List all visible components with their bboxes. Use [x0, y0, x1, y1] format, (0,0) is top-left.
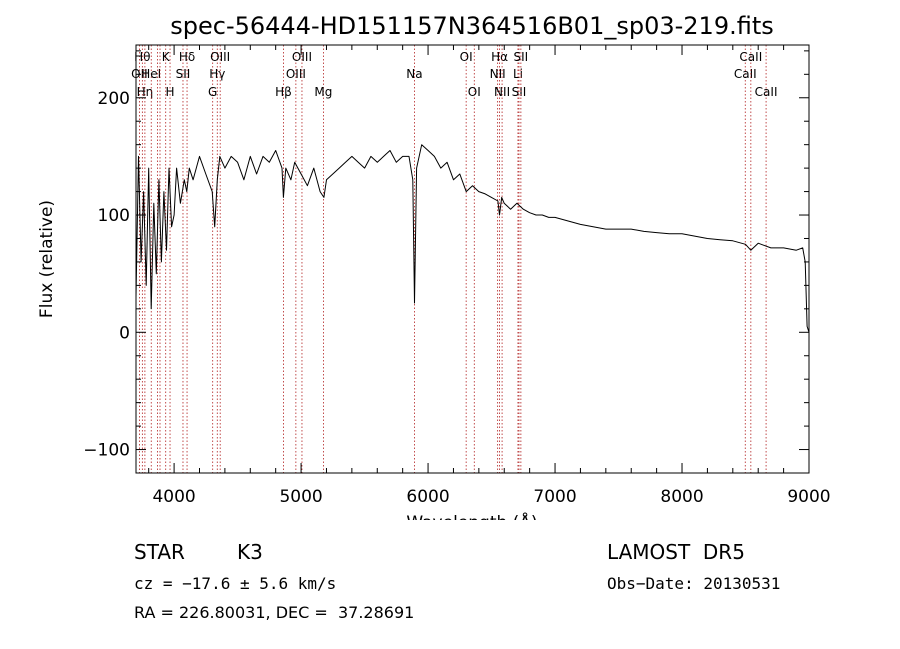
x-tick-label: 5000: [279, 487, 322, 507]
y-axis-label: Flux (relative): [37, 200, 57, 318]
y-tick-label: 200: [98, 89, 130, 109]
x-tick-label: 4000: [152, 487, 195, 507]
y-tick-label: −100: [83, 441, 130, 461]
object-subclass: K3: [237, 540, 263, 564]
spectrum-chart: spec-56444-HD151157N364516B01_sp03-219.f…: [37, 12, 831, 520]
spectral-line-label: Hδ: [179, 50, 195, 64]
spectral-line-label: SII: [176, 67, 191, 81]
spectral-line-label: Li: [513, 67, 523, 81]
spectral-line-label: Mg: [314, 85, 332, 99]
spectral-line-label: OI: [460, 50, 473, 64]
x-axis: 4000 5000 6000 7000 8000 9000: [148, 45, 831, 507]
spectral-line-label: HeI: [141, 67, 161, 81]
plot-frame: [135, 44, 810, 474]
x-tick-label: 8000: [660, 487, 703, 507]
y-tick-label: 0: [119, 323, 130, 343]
x-tick-label: 6000: [406, 487, 449, 507]
x-tick-label: 9000: [787, 487, 830, 507]
spectral-line-label: OIII: [210, 50, 230, 64]
object-class: STAR: [134, 540, 185, 564]
spectral-line-label: OIII: [292, 50, 312, 64]
spectral-line-label: NII: [494, 85, 510, 99]
spectral-lines: OIIHθHηHeIKHSIIHδGHγOIIIHβOIIIOIIIMgNaOI…: [131, 45, 777, 473]
x-tick-label: 7000: [533, 487, 576, 507]
spectral-line-label: OI: [468, 85, 481, 99]
obs-date: Obs−Date: 20130531: [607, 574, 781, 593]
spectrum-series: [135, 144, 810, 333]
x-axis-label: Wavelength (Å): [406, 511, 537, 520]
chart-title: spec-56444-HD151157N364516B01_sp03-219.f…: [170, 12, 774, 40]
survey-name: LAMOST DR5: [607, 540, 745, 564]
spectral-line-label: H: [166, 85, 175, 99]
spectral-line-label: OIII: [286, 67, 306, 81]
coordinates: RA = 226.80031, DEC = 37.28691: [134, 603, 415, 622]
spectral-line-label: SII: [514, 50, 529, 64]
spectral-line-label: Hγ: [209, 67, 225, 81]
spectral-line-label: CaII: [734, 67, 757, 81]
y-axis: −100 0 100 200: [83, 50, 809, 461]
spectral-line-label: CaII: [739, 50, 762, 64]
spectral-line-label: NII: [490, 67, 506, 81]
spectral-line-label: Hθ: [134, 50, 150, 64]
spectral-line-label: CaII: [755, 85, 778, 99]
velocity-readout: cz = −17.6 ± 5.6 km/s: [134, 574, 337, 593]
spectrum-line: [135, 144, 810, 333]
spectral-line-label: Hα: [491, 50, 508, 64]
spectral-line-label: Na: [406, 67, 422, 81]
y-tick-label: 100: [98, 206, 130, 226]
spectral-line-label: Hβ: [275, 85, 292, 99]
spectral-line-label: SII: [512, 85, 527, 99]
spectral-line-label: Hη: [137, 85, 154, 99]
spectral-line-label: K: [162, 50, 171, 64]
spectral-line-label: G: [208, 85, 217, 99]
